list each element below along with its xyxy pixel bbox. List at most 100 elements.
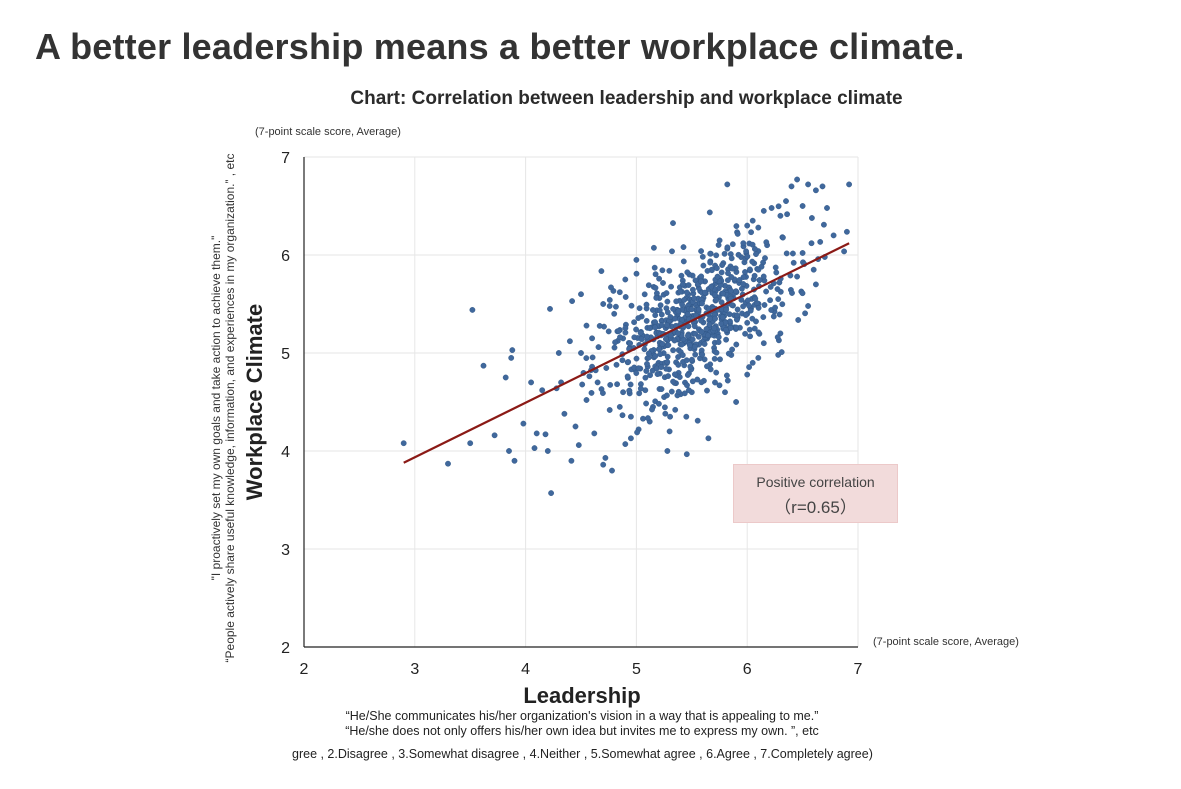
data-point — [678, 272, 685, 279]
data-point — [809, 215, 815, 221]
data-point — [742, 330, 748, 337]
data-point — [600, 390, 606, 396]
data-point — [706, 321, 713, 328]
data-point — [821, 221, 827, 228]
data-point — [643, 317, 650, 324]
data-point — [664, 309, 671, 316]
data-point — [675, 388, 682, 395]
data-point — [794, 176, 800, 183]
data-point — [628, 435, 634, 442]
data-point — [713, 369, 720, 376]
data-point — [656, 400, 662, 407]
data-point — [699, 351, 706, 358]
data-point — [805, 181, 811, 188]
data-point — [683, 357, 690, 364]
data-point — [628, 413, 634, 420]
data-point — [784, 211, 790, 218]
data-point — [740, 274, 747, 280]
data-point — [637, 385, 644, 392]
data-point — [686, 342, 693, 349]
data-point — [631, 334, 638, 341]
data-point — [724, 181, 731, 188]
x-unit-note: (7-point scale score, Average) — [873, 636, 1019, 648]
data-point — [653, 294, 660, 301]
data-point — [641, 291, 648, 298]
data-point — [734, 306, 741, 313]
data-point — [760, 314, 767, 320]
data-point — [692, 343, 698, 350]
data-point — [716, 237, 723, 244]
data-point — [752, 246, 758, 252]
data-point — [667, 314, 674, 320]
data-point — [684, 372, 691, 378]
data-point — [729, 241, 736, 248]
data-point — [725, 350, 732, 357]
data-point — [813, 281, 819, 288]
data-point — [790, 250, 796, 257]
y-tick-label: 5 — [281, 346, 290, 363]
data-point — [652, 319, 658, 325]
data-point — [799, 290, 806, 297]
data-point — [575, 442, 582, 448]
data-point — [615, 328, 622, 334]
data-point — [663, 290, 670, 296]
data-point — [508, 354, 515, 361]
data-point — [824, 205, 830, 211]
x-tick-label: 6 — [743, 661, 752, 678]
data-point — [544, 448, 551, 454]
data-point — [760, 207, 767, 214]
x-tick-label: 7 — [854, 661, 863, 678]
data-point — [652, 271, 659, 278]
correlation-annotation: Positive correlation （r=0.65） — [733, 464, 898, 523]
data-point — [783, 198, 789, 205]
data-point — [805, 303, 811, 309]
data-point — [707, 366, 714, 373]
data-point — [767, 283, 774, 290]
data-point — [777, 212, 784, 219]
data-point — [657, 351, 664, 358]
data-point — [726, 311, 733, 318]
data-point — [595, 344, 602, 350]
axes — [303, 157, 858, 648]
data-point — [774, 286, 781, 292]
data-point — [698, 328, 705, 335]
data-point — [718, 320, 725, 327]
data-point — [652, 284, 659, 291]
data-point — [635, 365, 642, 372]
data-point — [678, 341, 685, 348]
data-point — [740, 281, 747, 287]
data-point — [606, 297, 613, 303]
data-point — [768, 205, 775, 211]
data-point — [755, 266, 762, 273]
data-point — [506, 448, 512, 454]
data-point — [760, 273, 767, 280]
data-point — [799, 203, 806, 209]
data-point — [602, 454, 609, 461]
data-point — [720, 290, 726, 297]
data-point — [744, 319, 751, 326]
y-tick-label: 7 — [281, 150, 290, 167]
data-point — [708, 283, 715, 290]
data-point — [569, 298, 575, 304]
data-point — [672, 371, 678, 378]
data-point — [748, 229, 754, 236]
data-point — [666, 428, 673, 435]
data-point — [502, 374, 509, 381]
data-point — [640, 415, 646, 422]
data-point — [747, 266, 753, 273]
data-point — [588, 389, 595, 396]
data-point — [755, 304, 762, 311]
data-point — [567, 338, 573, 345]
data-point — [689, 336, 696, 343]
data-point — [606, 407, 613, 413]
data-point — [723, 306, 730, 313]
data-point — [652, 312, 659, 319]
data-point — [679, 352, 686, 359]
data-point — [712, 379, 718, 386]
data-point — [600, 461, 607, 468]
chart-title: Chart: Correlation between leadership an… — [350, 88, 903, 109]
data-point — [666, 267, 673, 274]
data-point — [633, 326, 639, 333]
data-point — [721, 250, 728, 257]
data-point — [675, 330, 681, 337]
